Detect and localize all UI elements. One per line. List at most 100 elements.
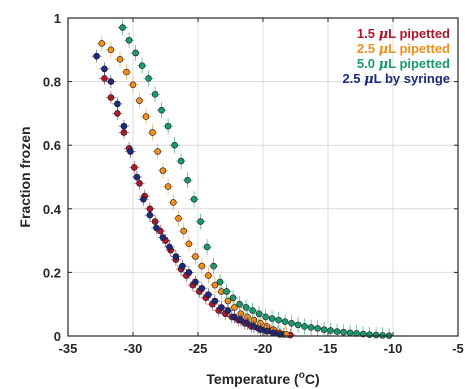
x-tick-label: -35 (59, 341, 78, 356)
data-point (185, 269, 193, 276)
legend-entry-text: L by syringe (374, 71, 450, 86)
data-point (170, 199, 177, 206)
data-point (119, 24, 126, 31)
data-point (346, 329, 354, 337)
data-point (114, 100, 121, 108)
data-point (101, 65, 108, 73)
y-tick-label: 0.8 (43, 75, 61, 90)
data-point (131, 164, 138, 171)
data-point (166, 243, 173, 251)
data-point (132, 49, 139, 57)
data-point (192, 278, 199, 286)
data-point (101, 75, 108, 82)
legend-entry-text: L pipetted (388, 56, 450, 71)
legend-entry-1: 1.5 μL pipetted (357, 26, 450, 42)
data-point (177, 157, 185, 165)
data-point (175, 215, 182, 222)
data-point (210, 262, 217, 270)
data-point (133, 173, 141, 181)
data-point (340, 328, 347, 336)
data-point (218, 304, 225, 311)
data-point (179, 262, 186, 270)
data-point (270, 329, 277, 337)
data-point (255, 310, 263, 318)
data-point (93, 52, 100, 60)
data-point (154, 148, 161, 155)
legend-entry-number: 2.5 (357, 41, 379, 56)
x-tick-label: -20 (254, 341, 273, 356)
data-point (327, 327, 334, 334)
data-point (301, 323, 308, 330)
data-point (203, 243, 211, 251)
data-point (229, 294, 237, 302)
legend-entry-mu: μ (364, 72, 374, 87)
data-point (198, 262, 206, 270)
data-point (205, 272, 212, 279)
data-point (314, 325, 321, 332)
data-point (197, 218, 204, 225)
data-point (164, 122, 172, 130)
legend-entry-3: 5.0 μL pipetted (357, 56, 450, 72)
data-point (268, 315, 276, 322)
data-point (107, 94, 115, 101)
y-axis-label: Fraction frozen (17, 126, 33, 227)
data-point (151, 218, 159, 225)
series-4 (91, 49, 286, 338)
data-point (180, 227, 187, 235)
legend-entry-2: 2.5 μL pipetted (357, 41, 450, 57)
tick-labels: -35 -30 -25 -20 -15 -10 -5 0 0.2 0.4 0.6 0.8 1 (43, 11, 464, 356)
data-point (294, 321, 302, 329)
data-point (216, 278, 224, 286)
legend-entry-mu: μ (379, 57, 389, 72)
data-point (142, 113, 150, 120)
data-point (149, 129, 156, 136)
data-point (211, 297, 219, 305)
data-point (145, 75, 152, 82)
x-tick-label: -5 (452, 341, 464, 356)
x-tick-label: -30 (124, 341, 143, 356)
data-point (262, 313, 269, 321)
y-tick-label: 0 (54, 329, 61, 344)
data-point (138, 62, 146, 69)
data-point (140, 195, 147, 203)
data-point (192, 253, 199, 260)
data-point (107, 46, 115, 54)
data-point (151, 91, 159, 98)
data-point (136, 180, 143, 187)
x-axis-label-unit: C) (305, 371, 320, 387)
series-2 (96, 35, 292, 338)
data-point (125, 36, 133, 44)
x-axis-label-superscript: o (299, 370, 305, 381)
data-point (159, 234, 167, 241)
data-point (98, 40, 106, 47)
data-point (129, 81, 137, 89)
legend-entry-number: 2.5 (342, 71, 364, 86)
data-point (320, 326, 328, 333)
data-point (116, 56, 124, 63)
series-3 (117, 19, 395, 339)
data-point (136, 97, 143, 104)
legend-entry-mu: μ (379, 42, 389, 57)
y-tick-label: 0.2 (43, 265, 61, 280)
y-tick-label: 0.6 (43, 138, 61, 153)
data-point (127, 148, 134, 155)
data-point (333, 328, 341, 335)
data-series (91, 19, 395, 339)
data-point (158, 106, 165, 114)
x-tick-label: -10 (384, 341, 403, 356)
data-point (288, 319, 295, 327)
data-point (205, 291, 212, 298)
data-point (275, 316, 282, 324)
data-point (172, 253, 180, 260)
data-point (249, 307, 256, 314)
tick-marks (67, 17, 459, 337)
data-point (250, 323, 258, 330)
data-point (120, 122, 128, 130)
x-axis-label-base: Temperature ( (206, 371, 299, 387)
legend-entry-number: 1.5 (357, 26, 379, 41)
data-point (123, 68, 130, 76)
data-point (184, 176, 191, 184)
data-point (146, 211, 154, 219)
data-point (307, 324, 315, 331)
